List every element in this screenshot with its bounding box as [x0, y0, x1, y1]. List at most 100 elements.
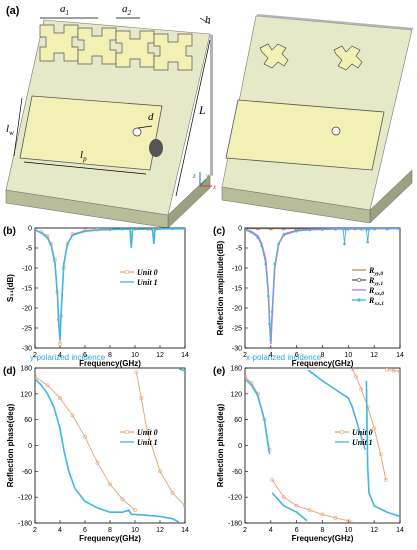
legend-label: Unit 0: [352, 428, 373, 437]
y-tick-label: 180: [20, 366, 32, 373]
svg-text:z: z: [192, 172, 196, 180]
y-tick-label: -120: [228, 495, 242, 502]
y-tick-label: -180: [18, 521, 32, 528]
y-tick-label: 0: [238, 443, 242, 450]
data-point: [366, 240, 370, 244]
data-point: [268, 228, 273, 231]
data-point: [385, 228, 389, 231]
y-tick-label: -60: [22, 469, 32, 476]
y-tick-label: -10: [232, 266, 242, 273]
data-point: [250, 231, 253, 234]
x-tick-label: 4: [269, 527, 273, 534]
series-line: [271, 492, 308, 522]
legend-label: Rxx,0: [368, 286, 384, 297]
plot-area: [35, 368, 185, 523]
y-tick-label: -5: [236, 246, 242, 253]
y-tick-label: 60: [234, 417, 242, 424]
legend-label: Rxx,1: [368, 296, 384, 307]
data-point: [145, 430, 150, 435]
data-point: [354, 374, 358, 379]
y-tick-label: -30: [232, 346, 242, 353]
series-unit-0: [35, 370, 185, 512]
series-line: [271, 479, 352, 523]
y-tick-label: -20: [22, 306, 32, 313]
chart-c: (c) 2 4 6 8 10 12 14 0 -5 -10 -15 -20 -25 -30 Frequency…: [213, 226, 404, 369]
x-tick-label: 4: [269, 352, 273, 359]
data-point: [367, 228, 371, 231]
series-unit-1: [35, 368, 185, 523]
y-tick-label: -10: [22, 266, 32, 273]
x-tick-label: 12: [156, 527, 164, 534]
dim-a1: a1: [60, 3, 69, 17]
data-point: [350, 368, 355, 371]
x-tick-label: 10: [344, 352, 352, 359]
y-tick-label: 0: [238, 226, 242, 233]
series-unit-1: [35, 228, 185, 341]
x-tick-label: 10: [344, 527, 352, 534]
data-point: [307, 508, 312, 512]
y-axis-label: Reflection phase(deg): [6, 403, 15, 487]
legend-marker: [357, 298, 361, 302]
data-point: [270, 478, 275, 482]
x-tick-label: 12: [370, 527, 378, 534]
data-point: [334, 228, 337, 231]
x-tick-label: 6: [295, 352, 299, 359]
y-tick-label: 120: [20, 391, 32, 398]
legend-label: Unit 0: [137, 268, 158, 277]
dim-L: L: [198, 103, 206, 117]
data-point: [245, 228, 247, 232]
x-tick-label: 14: [396, 527, 404, 534]
y-tick-label: -180: [228, 521, 242, 528]
series-line: [365, 380, 400, 518]
data-point: [333, 515, 338, 520]
data-point: [270, 310, 274, 314]
legend-marker: [124, 269, 130, 275]
legend-label: Unit 1: [352, 438, 373, 447]
data-point: [372, 426, 377, 431]
data-point: [245, 374, 247, 379]
data-point: [320, 512, 325, 517]
x-tick-label: 4: [58, 352, 62, 359]
series-line: [179, 368, 185, 372]
data-point: [344, 228, 348, 231]
data-point: [170, 490, 175, 495]
x-tick-label: 4: [58, 527, 62, 534]
panel-label: (d): [3, 366, 16, 377]
data-point: [133, 508, 137, 512]
data-point: [385, 368, 389, 372]
svg-text:x: x: [212, 183, 217, 191]
y-axis-label: Reflection amplitude(dB): [216, 240, 225, 335]
x-tick-label: 12: [156, 352, 164, 359]
data-point: [183, 503, 185, 508]
series-unit-1: [245, 369, 400, 522]
data-point: [281, 228, 286, 231]
data-point: [277, 242, 280, 246]
y-tick-label: 60: [24, 417, 32, 424]
x-tick-label: 6: [83, 527, 87, 534]
series-line: [135, 372, 185, 507]
x-tick-label: 10: [131, 527, 139, 534]
y-tick-label: -15: [232, 286, 242, 293]
y-tick-label: -25: [22, 326, 32, 333]
dim-h: h: [205, 14, 211, 26]
y-tick-label: 0: [28, 443, 32, 450]
legend-label: Unit 1: [137, 438, 158, 447]
x-tick-label: 2: [33, 352, 37, 359]
x-tick-label: 2: [243, 527, 247, 534]
series-line: [35, 376, 136, 511]
unit-cell-1-illustration: [221, 14, 414, 224]
data-point: [70, 413, 75, 418]
dim-lw: lw: [6, 123, 14, 137]
data-point: [398, 369, 400, 374]
data-point: [341, 228, 345, 231]
x-tick-label: 10: [131, 352, 139, 359]
data-point: [260, 244, 264, 248]
data-point: [347, 228, 350, 231]
data-point: [383, 478, 388, 482]
legend-marker: [124, 429, 130, 435]
data-point: [256, 236, 260, 239]
